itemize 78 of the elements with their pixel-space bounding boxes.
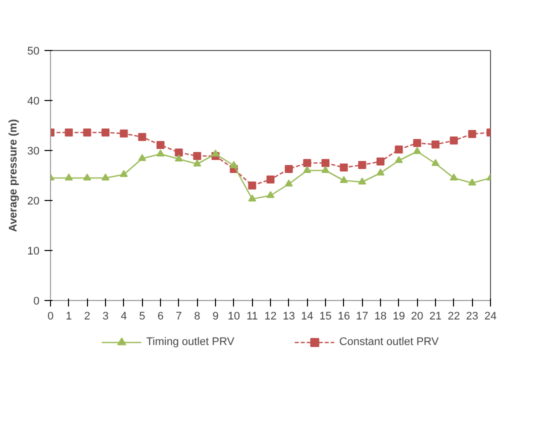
x-tick-label: 14 [301,310,314,322]
x-tick-label: 13 [282,310,295,322]
x-tick-label: 17 [356,310,368,322]
point [174,148,183,156]
x-tick-label: 24 [484,310,497,322]
point [248,182,256,190]
point [322,166,330,174]
point [230,160,238,168]
y-tick-label: 10 [27,246,40,258]
point [138,154,146,162]
point [450,136,458,144]
point [83,128,92,136]
point [303,159,312,167]
point [394,146,403,154]
point [376,168,384,176]
x-tick-label: 16 [338,310,350,322]
y-tick-label: 20 [27,196,40,208]
point [193,159,202,167]
y-tick-label: 40 [27,96,40,108]
point [413,146,422,154]
point [64,173,73,181]
point [102,173,110,181]
point [284,179,293,187]
y-tick-label: 0 [33,296,40,308]
point [376,158,384,166]
x-tick-label: 1 [66,310,72,322]
x-tick-label: 8 [194,310,200,322]
point [322,159,330,167]
point [468,178,476,186]
x-tick-label: 23 [466,310,478,322]
x-tick-label: 12 [264,310,277,322]
point [174,154,183,162]
point [266,190,274,198]
x-tick-label: 20 [411,310,424,322]
point [432,140,440,148]
x-tick-label: 5 [139,310,146,322]
point [450,173,458,181]
point [358,161,366,169]
x-tick-label: 11 [246,310,258,322]
point [468,130,476,138]
point [340,176,348,184]
x-tick-label: 21 [429,310,442,322]
point [138,133,146,141]
x-tick-label: 0 [47,310,54,322]
x-tick-label: 7 [176,310,182,322]
point [432,158,440,166]
point [413,139,422,147]
point [156,141,164,149]
point [358,177,366,185]
point [248,194,256,202]
point [266,176,274,184]
point [303,166,312,174]
x-tick-label: 22 [448,310,460,322]
x-tick-label: 9 [212,310,219,322]
point [284,165,293,173]
x-tick-label: 4 [120,310,127,322]
x-tick-label: 3 [102,310,109,322]
point [64,128,73,136]
x-tick-label: 10 [228,310,240,322]
legend-label: Constant outlet PRV [339,336,439,348]
y-axis-title: Average pressure (m) [7,118,20,232]
x-tick-label: 6 [157,310,164,322]
point [193,152,202,160]
point [212,149,220,157]
point [83,173,92,181]
legend-label: Timing outlet PRV [146,336,234,348]
x-tick-label: 19 [392,310,405,322]
point [394,156,403,164]
x-tick-label: 18 [374,310,387,322]
point [120,130,128,138]
x-tick-label: 15 [319,310,332,322]
y-tick-label: 50 [27,46,40,58]
point [102,128,110,136]
x-tick-label: 2 [84,310,90,322]
point [156,149,164,157]
y-tick-label: 30 [27,146,40,158]
point [340,164,348,172]
point [120,170,128,178]
